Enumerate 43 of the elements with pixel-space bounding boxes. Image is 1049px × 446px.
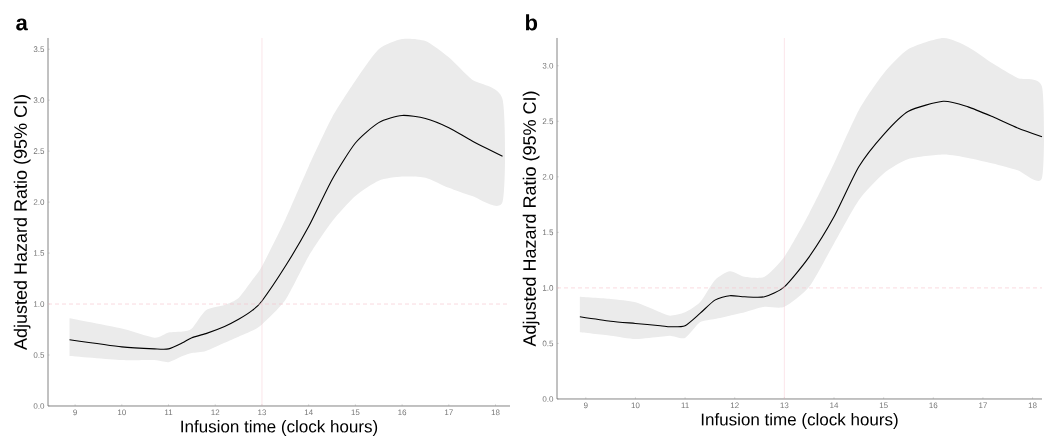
- y-tick-label: 2.5: [33, 148, 45, 154]
- y-tick-label: 3.0: [542, 62, 554, 69]
- line-series: [579, 100, 1043, 328]
- y-axis-title: Adjusted Hazard Ratio (95% CI): [522, 91, 540, 347]
- x-tick-label: 17: [979, 402, 987, 409]
- x-tick-label: 13: [258, 409, 267, 416]
- x-tick-label: 9: [73, 409, 77, 416]
- chart-title: b: [525, 14, 538, 31]
- x-axis-title: Infusion time (clock hours): [181, 420, 378, 436]
- x-tick-label: 18: [491, 409, 500, 416]
- x-tick-label: 10: [117, 409, 126, 416]
- x-tick-label: 18: [1028, 402, 1037, 409]
- x-tick-label: 12: [730, 402, 739, 409]
- x-tick-label: 16: [929, 402, 938, 409]
- x-tick-label: 17: [444, 409, 453, 416]
- y-tick-label: 3.0: [33, 97, 45, 103]
- y-tick-label: 2.0: [542, 174, 554, 180]
- x-tick-label: 11: [681, 402, 689, 409]
- chart-title: a: [16, 18, 28, 31]
- x-tick-label: 16: [398, 409, 407, 416]
- y-tick-label: 0.5: [33, 352, 45, 358]
- line-series: [68, 114, 504, 350]
- y-tick-label: 3.5: [33, 46, 45, 53]
- y-tick-label: 2.5: [542, 118, 554, 125]
- x-tick-label: 10: [631, 402, 640, 409]
- x-tick-label: 13: [780, 402, 789, 409]
- y-tick-label: 0.0: [33, 403, 45, 409]
- x-tick-label: 11: [164, 409, 173, 416]
- y-tick-label: 0.0: [542, 396, 554, 402]
- x-tick-label: 9: [583, 402, 588, 409]
- x-tick-label: 14: [830, 402, 839, 409]
- y-tick-label: 1.0: [542, 285, 554, 291]
- x-tick-label: 15: [879, 402, 888, 409]
- y-axis-title: Adjusted Hazard Ratio (95% CI): [13, 95, 31, 351]
- y-tick-label: 1.5: [542, 229, 554, 236]
- x-tick-label: 12: [211, 409, 220, 416]
- y-tick-label: 1.5: [33, 250, 45, 256]
- x-tick-label: 14: [304, 409, 313, 416]
- x-axis-title: Infusion time (clock hours): [701, 413, 898, 429]
- y-tick-label: 1.0: [33, 301, 45, 307]
- y-tick-label: 2.0: [33, 199, 45, 205]
- y-tick-label: 0.5: [542, 340, 554, 347]
- x-tick-label: 15: [351, 409, 360, 416]
